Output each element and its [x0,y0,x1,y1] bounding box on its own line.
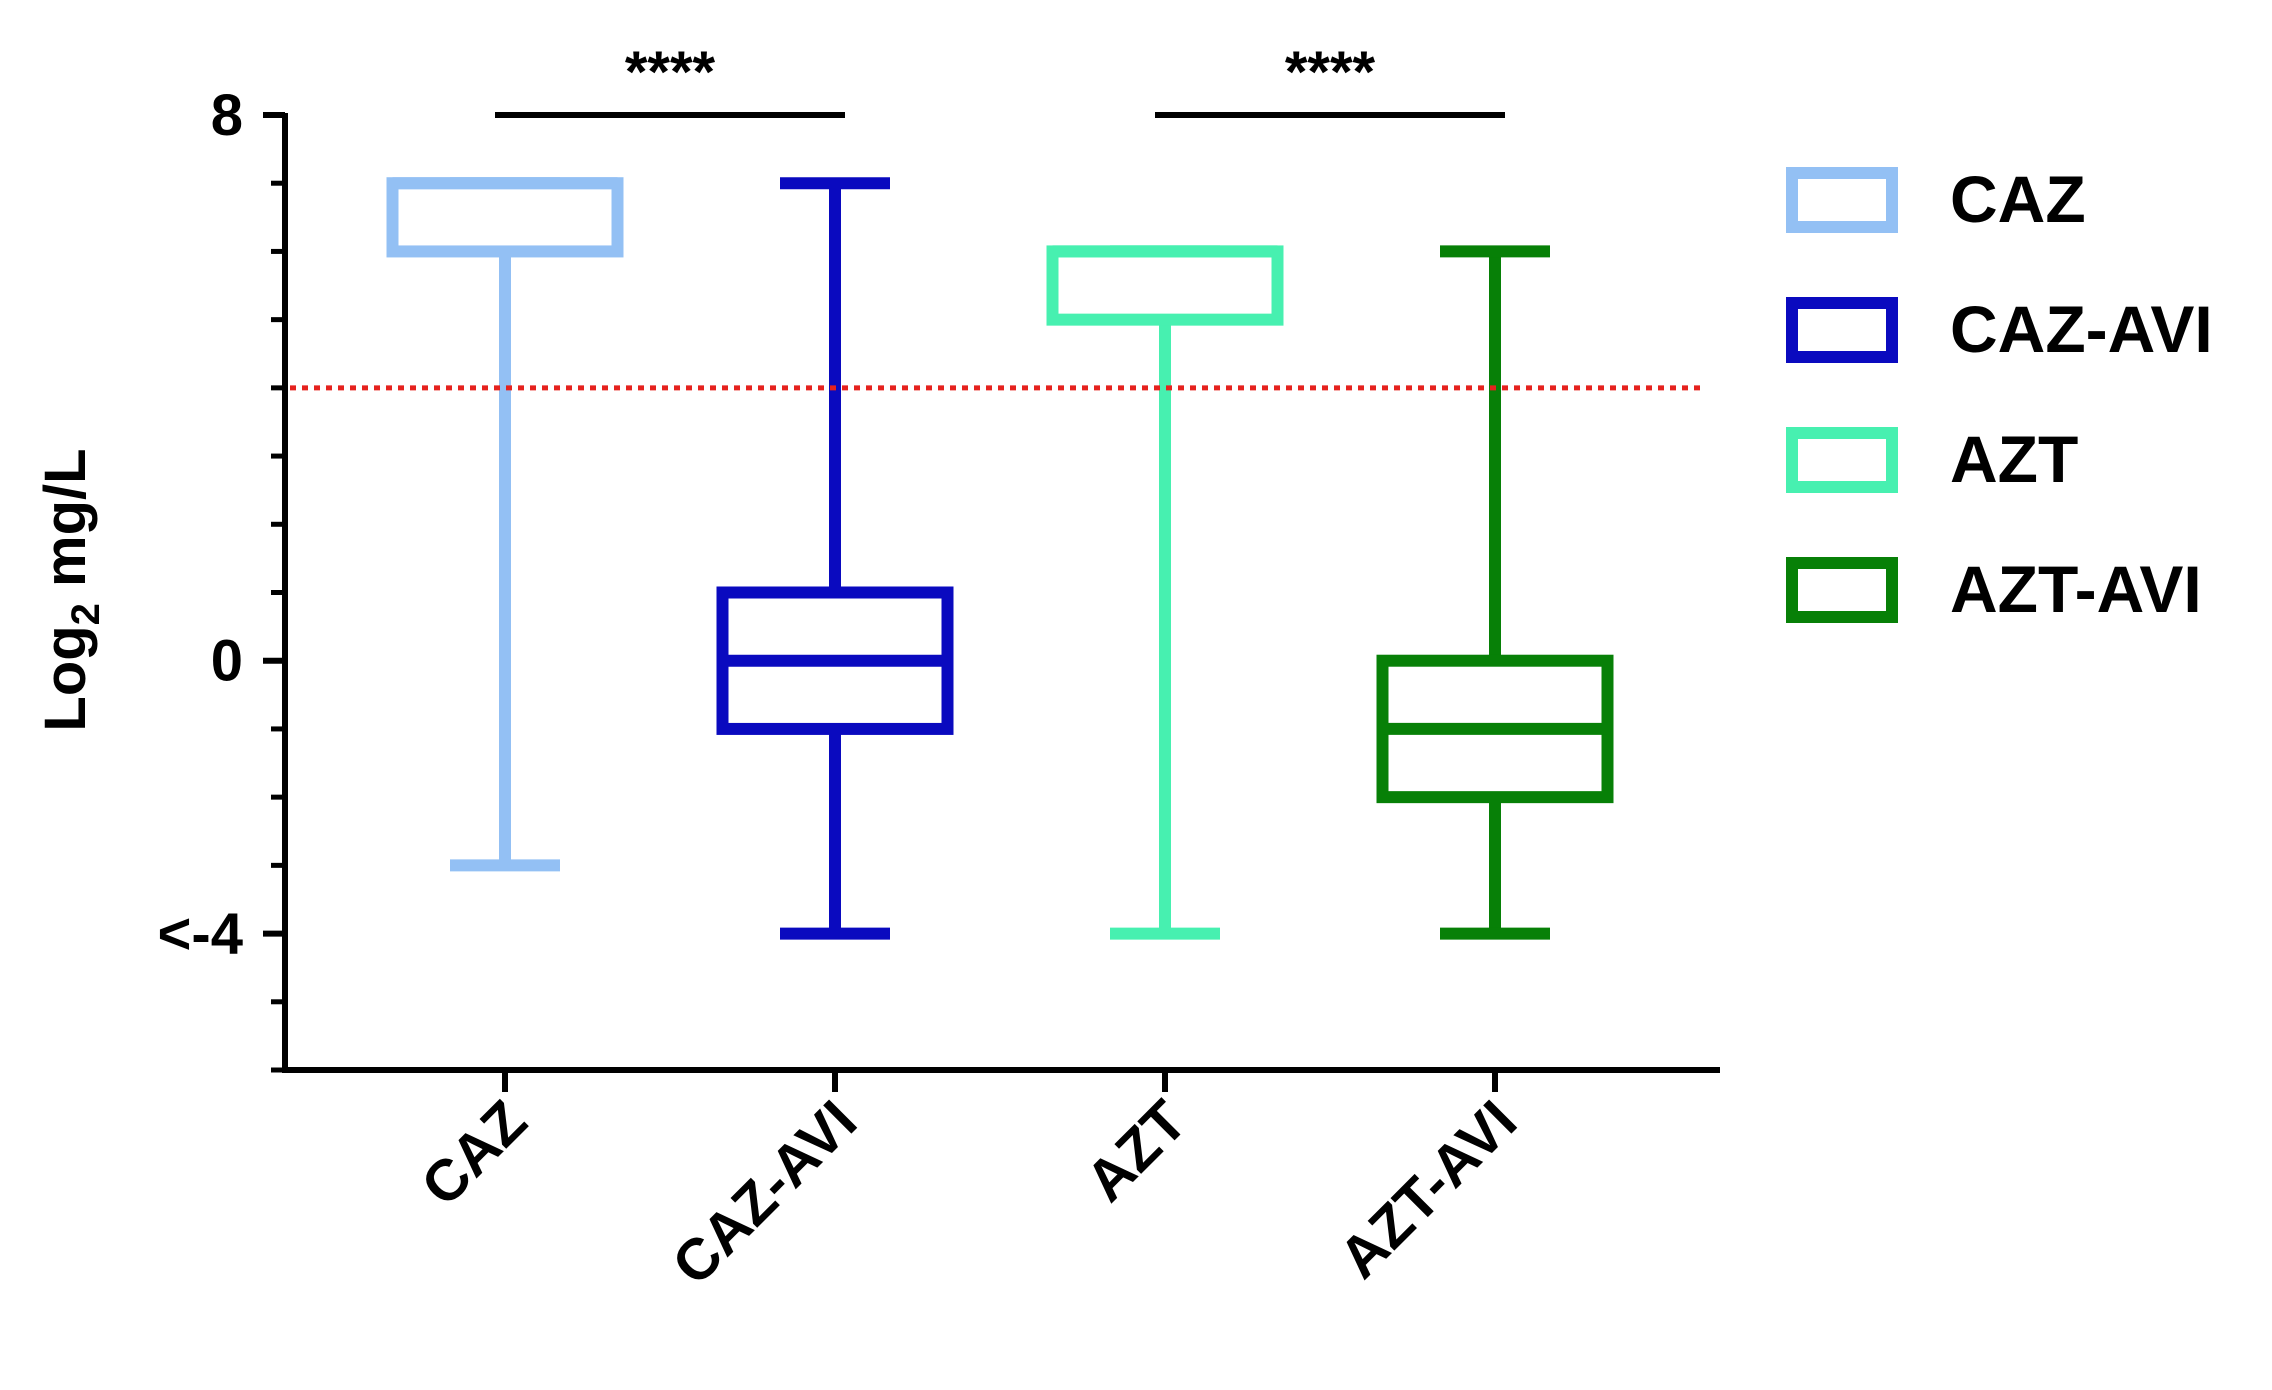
y-tick-label: <-4 [158,902,243,967]
box-caz [386,177,624,872]
y-tick-label: 0 [211,629,243,694]
legend-swatch [1786,167,1898,233]
legend-item-azt: AZT [1786,422,2078,496]
y-axis-label-subscript: 2 [64,603,108,625]
y-axis-label-main: Log [33,625,98,731]
x-tick-label-azt: AZT [1074,1088,1200,1214]
x-tick-label-caz: CAZ [409,1088,539,1218]
axes: 8 0 <-4 [158,83,1720,1092]
significance-label-1: **** [625,40,716,105]
legend-label: AZT [1950,422,2078,496]
x-tick-label-caz-avi: CAZ-AVI [660,1088,869,1297]
legend-swatch [1786,297,1898,363]
legend-label: AZT-AVI [1950,552,2202,626]
legend-item-azt-avi: AZT-AVI [1786,552,2202,626]
y-tick-label: 8 [211,83,243,148]
y-axis-label-unit: mg/L [33,448,98,603]
significance-label-2: **** [1285,40,1376,105]
legend-swatch [1786,557,1898,623]
legend-label: CAZ [1950,162,2086,236]
legend-item-caz: CAZ [1786,162,2086,236]
y-axis-label: Log2 mg/L [33,448,108,731]
box-iqr [1046,245,1284,326]
significance-annotations: **** **** [495,40,1505,118]
box-azt [1046,245,1284,940]
x-tick-labels: CAZ CAZ-AVI AZT AZT-AVI [409,1088,1529,1297]
box-iqr [386,177,624,258]
box-caz-avi [716,177,954,940]
legend-swatch [1786,427,1898,493]
box-azt-avi [1376,245,1614,940]
legend-item-caz-avi: CAZ-AVI [1786,292,2213,366]
box-plots [386,177,1614,940]
legend: CAZ CAZ-AVI AZT AZT-AVI [1786,162,2213,626]
x-tick-label-azt-avi: AZT-AVI [1327,1088,1529,1290]
legend-label: CAZ-AVI [1950,292,2213,366]
